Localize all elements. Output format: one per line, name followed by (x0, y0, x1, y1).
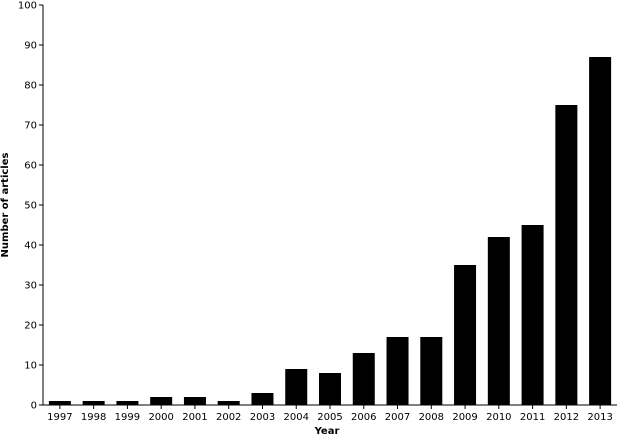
x-tick-label: 1999 (115, 412, 140, 423)
x-tick-label: 2011 (520, 412, 545, 423)
x-tick-label: 2004 (284, 412, 309, 423)
bar-2003 (251, 393, 274, 405)
x-tick-label: 2002 (216, 412, 241, 423)
bar-2013 (589, 57, 612, 405)
x-tick-label: 1997 (47, 412, 72, 423)
y-tick-label: 60 (24, 161, 37, 172)
bar-2007 (386, 337, 409, 405)
bar-2005 (319, 373, 341, 405)
y-tick-label: 100 (18, 1, 37, 12)
y-tick-label: 80 (24, 81, 37, 92)
y-tick-label: 50 (24, 201, 37, 212)
x-tick-label: 2006 (351, 412, 376, 423)
y-tick-label: 70 (24, 121, 37, 132)
bar-2006 (352, 353, 375, 405)
y-tick-label: 10 (24, 361, 37, 372)
bar-2004 (285, 369, 308, 405)
x-tick-label: 1998 (81, 412, 106, 423)
bar-2012 (555, 105, 578, 405)
bar-1999 (116, 401, 139, 405)
y-axis-ticks: 0 10 20 30 40 50 60 70 80 90 100 (18, 1, 43, 412)
bar-2008 (420, 337, 443, 405)
y-tick-label: 0 (31, 401, 37, 412)
y-tick-label: 20 (24, 321, 37, 332)
x-tick-label: 2003 (250, 412, 275, 423)
bar-2010 (487, 237, 510, 405)
x-tick-label: 2012 (554, 412, 579, 423)
bar-2011 (521, 225, 544, 405)
x-tick-label: 2013 (587, 412, 612, 423)
x-tick-label: 2010 (486, 412, 511, 423)
bar-2001 (183, 397, 206, 405)
x-tick-label: 2001 (182, 412, 207, 423)
y-axis-title: Number of articles (0, 152, 11, 257)
x-axis-ticks: 1997 1998 1999 2000 2001 2002 2003 2004 2005 2006… (47, 405, 613, 423)
bar-2000 (150, 397, 173, 405)
x-axis-title: Year (314, 426, 340, 437)
bar-1997 (48, 401, 71, 405)
x-tick-label: 2008 (419, 412, 444, 423)
x-tick-label: 2007 (385, 412, 410, 423)
x-tick-label: 2000 (148, 412, 173, 423)
bar-2009 (454, 265, 477, 405)
bar-2002 (217, 401, 240, 405)
bars (48, 57, 612, 405)
bar-1998 (82, 401, 105, 405)
x-tick-label: 2005 (317, 412, 342, 423)
y-tick-label: 40 (24, 241, 37, 252)
y-tick-label: 30 (24, 281, 37, 292)
y-tick-label: 90 (24, 41, 37, 52)
x-tick-label: 2009 (452, 412, 477, 423)
